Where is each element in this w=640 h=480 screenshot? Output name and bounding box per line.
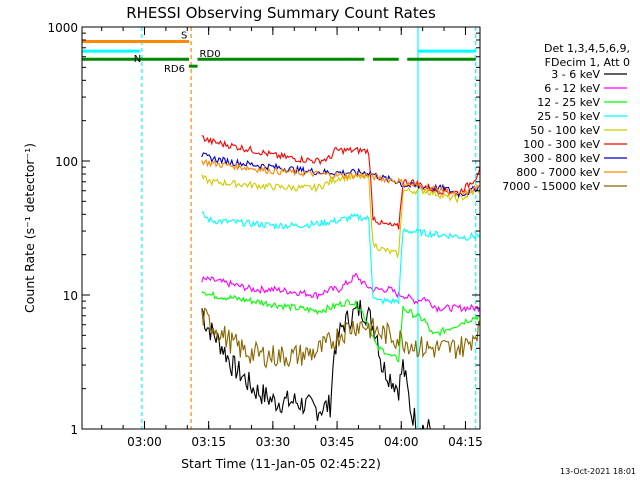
- state-label-rd6: RD6: [164, 64, 185, 75]
- legend-entry-label: 3 - 6 keV: [551, 68, 600, 81]
- legend-entry-label: 6 - 12 keV: [544, 82, 600, 95]
- y-axis-label: Count Rate (s⁻¹ detector⁻¹): [22, 143, 37, 313]
- legend-entry-label: 25 - 50 keV: [537, 110, 600, 123]
- x-tick-label: 03:15: [191, 435, 226, 449]
- legend-header-line: Det 1,3,4,5,6,9,: [544, 42, 630, 55]
- y-tick-label: 1000: [47, 21, 78, 35]
- x-tick-label: 04:15: [448, 435, 483, 449]
- series-line-1: [201, 299, 433, 429]
- x-tick-label: 03:45: [320, 435, 355, 449]
- series-line-9: [201, 307, 480, 369]
- series-line-5: [201, 171, 480, 259]
- y-tick-label: 1: [70, 423, 78, 437]
- series-line-3: [201, 290, 480, 363]
- state-label-s: S: [181, 30, 187, 41]
- state-label-n: N: [134, 54, 141, 65]
- plot-frame: [81, 26, 481, 430]
- footer-timestamp: 13-Oct-2021 18:01: [560, 467, 636, 476]
- legend-entry-label: 800 - 7000 keV: [516, 166, 600, 179]
- legend-header-line: FDecim 1, Att 0: [545, 56, 630, 69]
- series-line-7: [201, 152, 480, 199]
- x-tick-label: 03:00: [127, 435, 162, 449]
- x-axis-label: Start Time (11-Jan-05 02:45:22): [181, 456, 381, 471]
- legend-entry-label: 12 - 25 keV: [537, 96, 600, 109]
- legend-entry-label: 300 - 800 keV: [523, 152, 600, 165]
- series-line-6: [201, 135, 480, 230]
- series-line-8: [201, 158, 480, 198]
- series-line-4: [201, 211, 480, 306]
- chart-title: RHESSI Observing Summary Count Rates: [126, 4, 436, 22]
- legend-entry-label: 50 - 100 keV: [530, 124, 600, 137]
- series-line-2: [201, 272, 480, 314]
- y-tick-label: 100: [55, 155, 78, 169]
- x-tick-label: 04:00: [384, 435, 419, 449]
- y-tick-label: 10: [63, 289, 78, 303]
- series-group: [201, 135, 480, 429]
- x-tick-label: 03:30: [256, 435, 291, 449]
- legend-entry-label: 7000 - 15000 keV: [502, 180, 600, 193]
- legend-entry-label: 100 - 300 keV: [523, 138, 600, 151]
- state-label-rd0: RD0: [200, 49, 221, 60]
